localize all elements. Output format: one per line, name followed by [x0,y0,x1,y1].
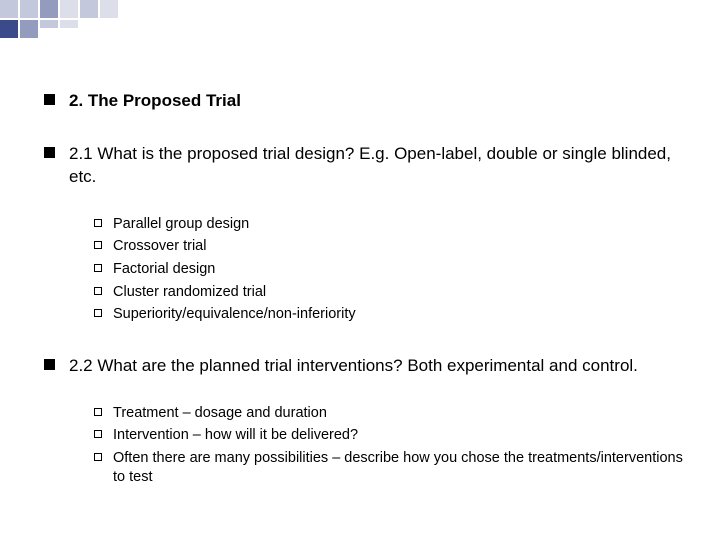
hollow-square-bullet-icon [94,430,102,438]
hollow-square-bullet-icon [94,453,102,461]
hollow-square-bullet-icon [94,408,102,416]
sub-list: Treatment – dosage and duration Interven… [94,404,690,488]
sub-item-text: Parallel group design [113,215,690,235]
sub-item-text: Treatment – dosage and duration [113,404,690,424]
list-item: Often there are many possibilities – des… [94,449,690,488]
list-item: Parallel group design [94,215,690,235]
list-item: Treatment – dosage and duration [94,404,690,424]
sub-list: Parallel group design Crossover trial Fa… [94,215,690,325]
section-title: 2.1 What is the proposed trial design? E… [69,143,690,189]
slide-content: 2. The Proposed Trial 2.1 What is the pr… [44,90,690,491]
list-item: Factorial design [94,260,690,280]
hollow-square-bullet-icon [94,287,102,295]
sub-item-text: Superiority/equivalence/non-inferiority [113,305,690,325]
square-bullet-icon [44,94,55,105]
section-3: 2.2 What are the planned trial intervent… [44,355,690,488]
list-item: Intervention – how will it be delivered? [94,426,690,446]
square-bullet-icon [44,147,55,158]
hollow-square-bullet-icon [94,264,102,272]
hollow-square-bullet-icon [94,309,102,317]
list-item: 2.1 What is the proposed trial design? E… [44,143,690,189]
section-title: 2. The Proposed Trial [69,90,690,113]
section-2: 2.1 What is the proposed trial design? E… [44,143,690,325]
corner-decoration [0,0,120,44]
list-item: 2.2 What are the planned trial intervent… [44,355,690,378]
sub-item-text: Cluster randomized trial [113,283,690,303]
list-item: Crossover trial [94,237,690,257]
hollow-square-bullet-icon [94,219,102,227]
section-title: 2.2 What are the planned trial intervent… [69,355,690,378]
square-bullet-icon [44,359,55,370]
list-item: Cluster randomized trial [94,283,690,303]
sub-item-text: Crossover trial [113,237,690,257]
sub-item-text: Intervention – how will it be delivered? [113,426,690,446]
sub-item-text: Often there are many possibilities – des… [113,449,690,488]
list-item: Superiority/equivalence/non-inferiority [94,305,690,325]
list-item: 2. The Proposed Trial [44,90,690,113]
sub-item-text: Factorial design [113,260,690,280]
hollow-square-bullet-icon [94,241,102,249]
section-1: 2. The Proposed Trial [44,90,690,113]
